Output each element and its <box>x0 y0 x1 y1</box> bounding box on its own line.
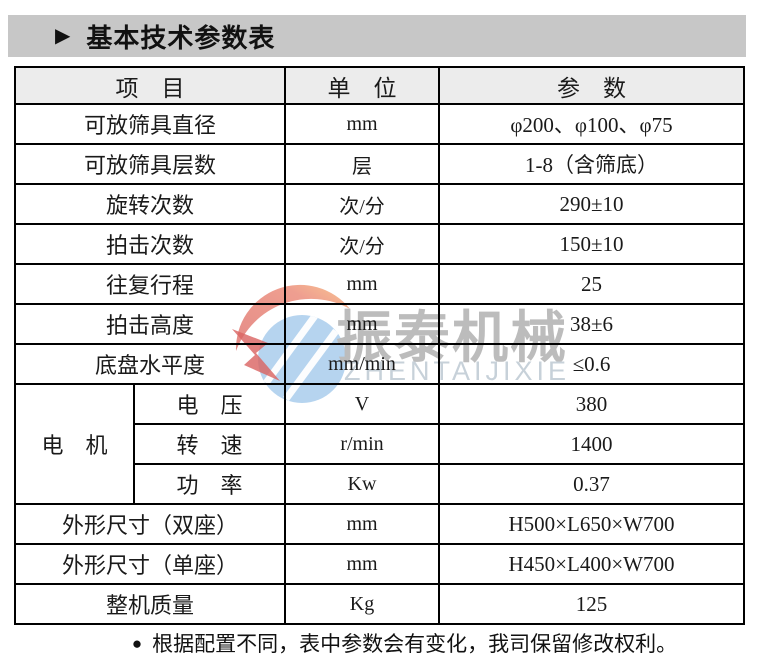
row-item: 可放筛具层数 <box>14 143 286 185</box>
row-param: H450×L400×W700 <box>438 543 745 585</box>
row-param: H500×L650×W700 <box>438 503 745 545</box>
table-row: 往复行程 mm 25 <box>14 263 745 305</box>
row-param: 0.37 <box>438 463 745 505</box>
row-unit: 次/分 <box>284 223 440 265</box>
footer-note-text: 根据配置不同，表中参数会有变化，我司保留修改权利。 <box>152 632 678 656</box>
row-item: 功 率 <box>133 463 286 505</box>
row-item: 外形尺寸（双座） <box>14 503 286 545</box>
row-param: ≤0.6 <box>438 343 745 385</box>
bullet-icon: ● <box>131 634 143 653</box>
row-unit: mm <box>284 543 440 585</box>
row-item: 整机质量 <box>14 583 286 625</box>
table-row: 外形尺寸（双座） mm H500×L650×W700 <box>14 503 745 545</box>
row-param: 380 <box>438 383 745 425</box>
spec-table-container: 项 目 单 位 参 数 可放筛具直径 mm φ200、φ100、φ75 可放筛具… <box>14 66 745 625</box>
row-item: 转 速 <box>133 423 286 465</box>
table-row: 可放筛具层数 层 1-8（含筛底） <box>14 143 745 185</box>
row-param: 125 <box>438 583 745 625</box>
table-row: 拍击次数 次/分 150±10 <box>14 223 745 265</box>
row-param: 38±6 <box>438 303 745 345</box>
row-item: 旋转次数 <box>14 183 286 225</box>
row-item: 可放筛具直径 <box>14 103 286 145</box>
table-row: 底盘水平度 mm/min ≤0.6 <box>14 343 745 385</box>
row-unit: Kg <box>284 583 440 625</box>
row-unit: mm <box>284 503 440 545</box>
row-param: 1400 <box>438 423 745 465</box>
table-row: 可放筛具直径 mm φ200、φ100、φ75 <box>14 103 745 145</box>
header-unit: 单 位 <box>284 66 440 105</box>
row-unit: mm <box>284 103 440 145</box>
row-unit: V <box>284 383 440 425</box>
motor-group-label: 电 机 <box>14 383 135 505</box>
header-item: 项 目 <box>14 66 286 105</box>
triangle-bullet-icon: ▶ <box>55 25 71 47</box>
table-row: 旋转次数 次/分 290±10 <box>14 183 745 225</box>
table-row: 外形尺寸（单座） mm H450×L400×W700 <box>14 543 745 585</box>
row-item: 拍击次数 <box>14 223 286 265</box>
spec-table: 项 目 单 位 参 数 可放筛具直径 mm φ200、φ100、φ75 可放筛具… <box>14 66 745 625</box>
row-param: 25 <box>438 263 745 305</box>
row-unit: mm/min <box>284 343 440 385</box>
row-unit: r/min <box>284 423 440 465</box>
row-unit: 层 <box>284 143 440 185</box>
row-param: 290±10 <box>438 183 745 225</box>
motor-row: 功 率 Kw 0.37 <box>15 463 745 505</box>
row-unit: Kw <box>284 463 440 505</box>
row-unit: mm <box>284 263 440 305</box>
row-param: φ200、φ100、φ75 <box>438 103 745 145</box>
row-item: 外形尺寸（单座） <box>14 543 286 585</box>
table-row: 拍击高度 mm 38±6 <box>14 303 745 345</box>
motor-row: 转 速 r/min 1400 <box>15 423 745 465</box>
table-row: 整机质量 Kg 125 <box>14 583 745 625</box>
row-item: 电 压 <box>133 383 286 425</box>
table-header-row: 项 目 单 位 参 数 <box>14 66 745 105</box>
row-unit: 次/分 <box>284 183 440 225</box>
motor-row: 电 机 电 压 V 380 <box>14 383 745 505</box>
footer-note: ● 根据配置不同，表中参数会有变化，我司保留修改权利。 <box>14 628 743 658</box>
row-item: 拍击高度 <box>14 303 286 345</box>
row-unit: mm <box>284 303 440 345</box>
row-item: 往复行程 <box>14 263 286 305</box>
section-title-bar: ▶ 基本技术参数表 <box>8 15 746 57</box>
header-param: 参 数 <box>438 66 745 105</box>
row-param: 150±10 <box>438 223 745 265</box>
row-item: 底盘水平度 <box>14 343 286 385</box>
row-param: 1-8（含筛底） <box>438 143 745 185</box>
page-title: 基本技术参数表 <box>86 22 276 53</box>
